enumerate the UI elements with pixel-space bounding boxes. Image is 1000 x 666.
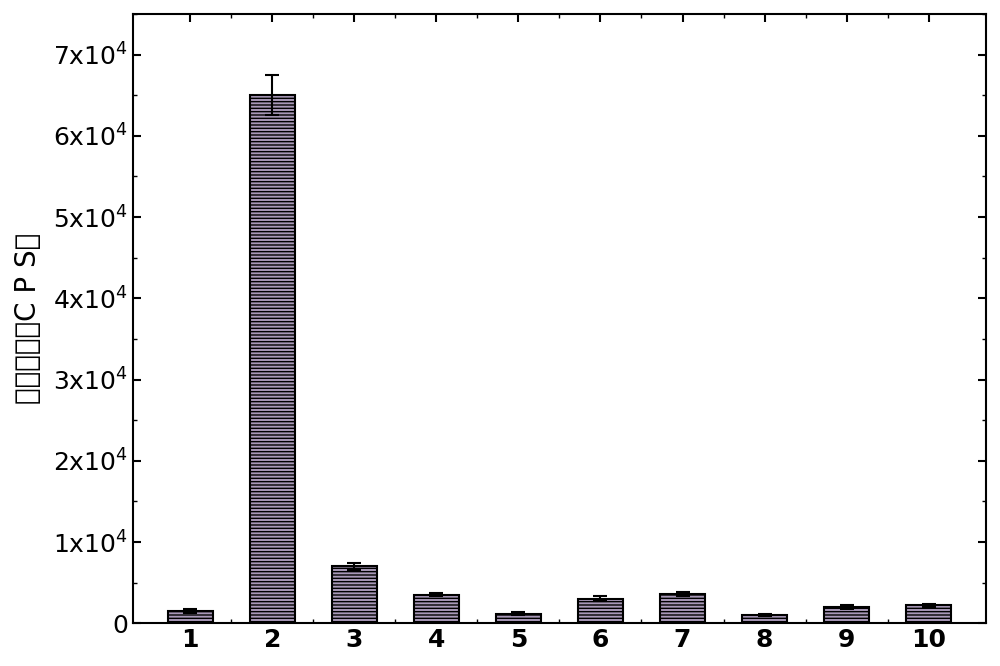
Bar (414, 595, 459, 623)
Bar (824, 607, 869, 623)
Bar (906, 605, 951, 623)
Bar (578, 599, 623, 623)
Bar (660, 594, 705, 623)
Bar (168, 611, 213, 623)
Bar (332, 566, 377, 623)
Bar (742, 615, 787, 623)
Bar (250, 95, 295, 623)
Y-axis label: 荧光强度（C P S）: 荧光强度（C P S） (14, 233, 42, 404)
Bar (496, 613, 541, 623)
